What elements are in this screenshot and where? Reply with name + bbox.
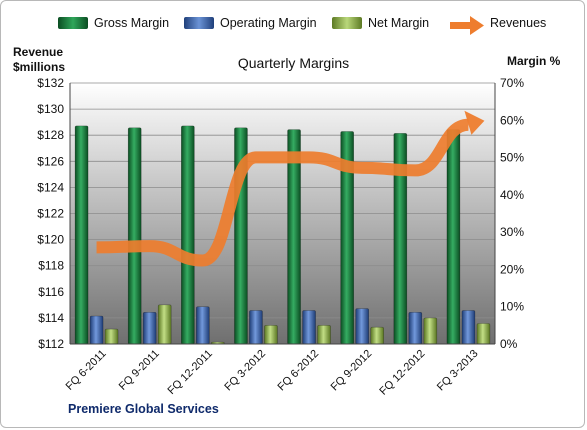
bar-gross-margin [446,129,461,345]
y-left-tick-label: $118 [38,259,64,273]
legend-label: Revenues [490,16,547,30]
y-right-tick-label: 0% [500,337,518,351]
y-left-axis-title-line2: $millions [13,60,66,74]
y-left-tick-label: $112 [38,337,64,351]
y-right-axis-title: Margin % [507,54,561,68]
y-right-tick-label: 40% [500,188,524,202]
y-left-tick-label: $124 [37,180,64,194]
legend-item-net-margin: Net Margin [332,16,429,30]
x-tick-label: FQ 3-2012 [222,348,268,394]
legend-label: Net Margin [368,16,430,30]
legend-revenues-shaft [450,22,472,29]
y-left-tick-label: $116 [38,285,64,299]
legend-item-revenues: Revenues [490,16,546,30]
legend-label: Operating Margin [220,16,317,30]
legend: Gross Margin Operating Margin Net Margin… [0,16,587,36]
bar-operating-margin [408,312,423,345]
bar-operating-margin [355,308,369,345]
y-left-tick-label: $128 [37,128,64,142]
y-left-tick-label: $132 [37,76,64,90]
legend-swatch-operating-margin [184,17,214,29]
bar-operating-margin [302,310,316,345]
bar-net-margin [104,328,119,345]
legend-label: Gross Margin [94,16,170,30]
y-right-tick-label: 70% [500,76,524,90]
bar-net-margin [423,317,438,345]
bar-operating-margin [196,306,210,345]
x-tick-label: FQ 6-2011 [64,348,109,393]
y-right-tick-label: 50% [500,151,524,165]
x-tick-label: FQ 9-2011 [117,348,162,393]
bar-net-margin [264,325,278,345]
legend-revenues-arrow-icon [450,16,484,35]
legend-item-gross-margin: Gross Margin [58,16,169,30]
bar-operating-margin [89,315,104,345]
y-right-tick-label: 30% [500,225,524,239]
x-tick-label: FQ 3-2013 [435,348,481,394]
bar-gross-margin [127,127,142,345]
y-left-axis-title: Revenue $millions [13,45,65,75]
revenue-line [96,110,485,267]
legend-swatch-net-margin [332,17,362,29]
bar-gross-margin [181,125,195,345]
bar-net-margin [317,325,331,345]
y-right-tick-label: 20% [500,262,524,276]
y-left-tick-label: $120 [37,233,64,247]
x-tick-label: FQ 9-2012 [329,348,375,394]
y-left-tick-label: $130 [37,102,64,116]
y-right-tick-label: 60% [500,113,524,127]
y-left-tick-label: $126 [37,154,64,168]
company-name: Premiere Global Services [68,402,219,416]
bar-net-margin [476,323,491,345]
x-tick-label: FQ 12-2012 [377,348,427,398]
x-tick-label: FQ 12-2011 [166,348,215,397]
bar-operating-margin [142,312,157,345]
y-left-tick-label: $122 [37,207,64,221]
bar-net-margin [370,326,384,345]
y-left-axis-title-line1: Revenue [13,45,64,59]
legend-revenues-head [470,16,484,35]
revenue-arrowhead [464,110,485,135]
bars [74,125,491,345]
chart-title: Quarterly Margins [237,55,350,71]
bar-gross-margin [74,125,89,345]
bar-net-margin [157,304,172,345]
y-right-tick-label: 10% [500,300,524,314]
legend-swatch-gross-margin [58,17,88,29]
x-tick-label: FQ 6-2012 [276,348,322,394]
y-left-tick-label: $114 [38,311,64,325]
bar-operating-margin [461,310,476,345]
bar-operating-margin [249,310,263,345]
legend-item-operating-margin: Operating Margin [184,16,317,30]
